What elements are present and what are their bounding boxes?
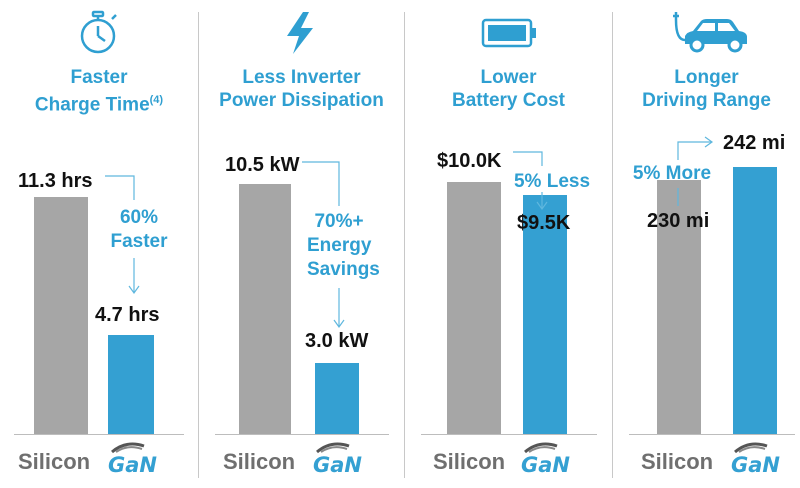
connector-arrow	[677, 136, 714, 206]
battery-icon	[481, 18, 536, 48]
bar-gan	[733, 167, 777, 434]
chart-title: Lower Battery Cost	[452, 67, 565, 111]
bar-gan	[523, 195, 567, 434]
value-label-gan: 4.7 hrs	[95, 304, 160, 326]
svg-text:GaN: GaN	[731, 453, 780, 477]
annotation-more: 5% More	[632, 163, 712, 184]
category-silicon: Silicon	[18, 449, 91, 474]
panel-driving-range: Longer Driving Range 230 mi 242 mi 5% Mo…	[613, 0, 800, 488]
panel-battery: Lower Battery Cost $10.0K $9.5K 5% Less …	[405, 0, 612, 488]
value-label-silicon: 10.5 kW	[225, 154, 300, 176]
svg-text:GaN: GaN	[313, 453, 362, 477]
gan-logo-icon: GaN	[108, 442, 157, 477]
gan-logo-icon: GaN	[731, 442, 780, 477]
value-label-silicon: 11.3 hrs	[18, 170, 93, 192]
value-label-gan: 242 mi	[723, 132, 786, 154]
bar-silicon	[239, 184, 291, 434]
svg-text:GaN: GaN	[521, 453, 570, 477]
baseline	[629, 434, 795, 435]
panel-divider	[612, 12, 613, 478]
panel-inverter: Less Inverter Power Dissipation 10.5 kW …	[199, 0, 404, 488]
stopwatch-icon	[80, 10, 117, 54]
lightning-bolt-icon	[287, 12, 313, 54]
panel-divider	[404, 12, 405, 478]
value-label-gan: 3.0 kW	[305, 330, 369, 352]
chart-title: Longer Driving Range	[642, 67, 771, 111]
chart-title: Faster Charge Time(4)	[34, 67, 164, 116]
bar-gan	[108, 335, 154, 434]
connector-arrow	[302, 161, 345, 329]
panel-divider	[198, 12, 199, 478]
panel-charge-time: Faster Charge Time(4) 11.3 hrs 4.7 hrs 6…	[0, 0, 198, 488]
baseline	[421, 434, 597, 435]
bar-silicon	[34, 197, 88, 434]
gan-logo-icon: GaN	[521, 442, 570, 477]
value-label-silicon: 230 mi	[647, 210, 710, 232]
baseline	[14, 434, 184, 435]
gan-logo-icon: GaN	[313, 442, 362, 477]
category-silicon: Silicon	[223, 449, 296, 474]
svg-text:GaN: GaN	[108, 453, 157, 477]
baseline	[215, 434, 389, 435]
annotation-energy-savings: 70%+ Energy Savings	[307, 211, 380, 280]
category-silicon: Silicon	[641, 449, 714, 474]
value-label-silicon: $10.0K	[437, 150, 502, 172]
electric-car-icon	[673, 12, 747, 53]
value-label-gan: $9.5K	[517, 212, 571, 234]
category-silicon: Silicon	[433, 449, 506, 474]
chart-title: Less Inverter Power Dissipation	[219, 67, 384, 111]
bar-silicon	[657, 180, 701, 434]
connector-arrow	[513, 151, 548, 211]
annotation-faster: 60% Faster	[110, 207, 168, 252]
bar-gan	[315, 363, 359, 434]
annotation-less: 5% Less	[513, 171, 591, 192]
connector-arrow	[105, 175, 140, 295]
bar-silicon	[447, 182, 501, 434]
